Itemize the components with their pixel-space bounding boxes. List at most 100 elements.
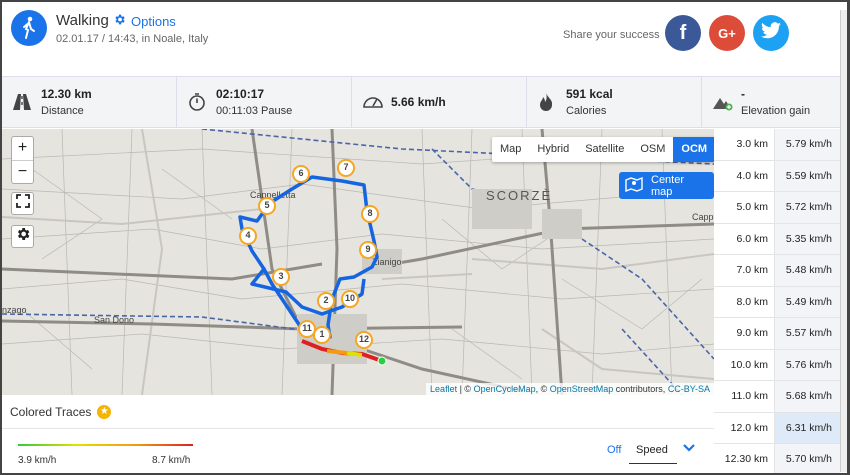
distance-label: Distance	[41, 105, 84, 117]
route-marker[interactable]: 7	[337, 159, 355, 177]
split-speed: 5.49 km/h	[774, 286, 840, 317]
layer-osm[interactable]: OSM	[640, 143, 666, 155]
stat-time: 02:10:17 00:11:03 Pause	[177, 77, 352, 127]
fullscreen-button[interactable]	[11, 192, 34, 215]
place-label: SCORZÈ	[486, 188, 552, 203]
split-row: 10.0 km 5.76 km/h	[714, 349, 840, 381]
split-speed: 5.57 km/h	[774, 318, 840, 349]
split-speed: 5.72 km/h	[774, 192, 840, 223]
activity-title: Walking	[56, 12, 109, 29]
facebook-icon: f	[679, 21, 687, 44]
split-distance: 7.0 km	[736, 264, 768, 276]
speed-value: 5.66 km/h	[391, 95, 446, 109]
walking-icon	[11, 10, 47, 46]
colored-traces-title: Colored Traces	[10, 405, 92, 419]
openstreetmap-link[interactable]: OpenStreetMap	[549, 384, 614, 394]
activity-header: Walking Options 02.01.17 / 14:43, in Noa…	[2, 2, 847, 68]
traces-off-toggle[interactable]: Off	[607, 444, 622, 456]
flame-icon	[537, 92, 557, 112]
split-speed: 5.48 km/h	[774, 255, 840, 286]
splits-table: 3.0 km 5.79 km/h 4.0 km 5.59 km/h 5.0 km 5.72…	[714, 129, 840, 473]
gear-icon	[15, 226, 31, 247]
speed-gradient-legend	[18, 444, 193, 446]
split-row: 11.0 km 5.68 km/h	[714, 381, 840, 413]
page-scrollbar[interactable]	[840, 10, 847, 472]
layer-satellite[interactable]: Satellite	[585, 143, 625, 155]
split-row: 3.0 km 5.79 km/h	[714, 129, 840, 161]
route-marker[interactable]: 8	[361, 205, 379, 223]
trace-metric-select[interactable]: Speed	[629, 440, 677, 464]
route-marker[interactable]: 9	[359, 241, 377, 259]
route-marker[interactable]: 10	[341, 290, 359, 308]
route-marker[interactable]: 6	[292, 165, 310, 183]
split-row: 12.0 km 6.31 km/h	[714, 412, 840, 444]
route-marker[interactable]: 5	[258, 197, 276, 215]
split-distance: 9.0 km	[736, 327, 768, 339]
map-center-icon	[625, 176, 643, 195]
place-label: Cappelletta	[250, 190, 296, 200]
route-end-dot	[377, 356, 387, 366]
license-link[interactable]: CC-BY-SA	[667, 384, 710, 394]
route-marker[interactable]: 12	[355, 331, 373, 349]
split-row: 5.0 km 5.72 km/h	[714, 192, 840, 224]
place-label: Zianigo	[372, 257, 402, 267]
mountain-icon	[712, 92, 733, 112]
gear-icon	[113, 13, 126, 29]
opencyclemap-link[interactable]: OpenCycleMap	[473, 384, 536, 394]
twitter-share-button[interactable]	[753, 15, 789, 51]
share-text: Share your success	[563, 29, 660, 41]
speedometer-icon	[362, 92, 383, 112]
split-distance: 10.0 km	[730, 358, 768, 371]
route-marker[interactable]: 11	[298, 320, 316, 338]
duration-value: 02:10:17	[216, 87, 265, 101]
map-settings-button[interactable]	[11, 225, 34, 248]
facebook-share-button[interactable]: f	[665, 15, 701, 51]
split-row: 12.30 km 5.70 km/h	[714, 444, 840, 473]
split-speed: 5.68 km/h	[774, 381, 840, 412]
gradient-max-label: 8.7 km/h	[152, 455, 191, 466]
split-row: 4.0 km 5.59 km/h	[714, 160, 840, 192]
stat-speed: 5.66 km/h	[352, 77, 527, 127]
twitter-icon	[761, 22, 781, 44]
road-icon	[12, 92, 32, 112]
leaflet-link[interactable]: Leaflet	[430, 384, 458, 394]
route-marker[interactable]: 1	[313, 326, 331, 344]
google-plus-share-button[interactable]: G+	[709, 15, 745, 51]
route-marker[interactable]: 4	[239, 227, 257, 245]
colored-traces-header: Colored Traces ★	[10, 405, 112, 419]
elevation-value: -	[741, 87, 745, 101]
stat-calories: 591 kcal Calories	[527, 77, 702, 127]
layer-map[interactable]: Map	[500, 143, 522, 155]
svg-text:nzago: nzago	[2, 305, 27, 315]
map-tiles: Cappelletta SCORZÈ San Dono Zianigo Capp…	[2, 129, 714, 395]
split-distance: 11.0 km	[731, 390, 768, 402]
fullscreen-icon	[15, 194, 30, 213]
split-speed: 5.70 km/h	[774, 444, 840, 473]
stats-bar: 12.30 km Distance 02:10:17 00:11:03 Paus…	[2, 76, 847, 128]
map-attribution: Leaflet | © OpenCycleMap, © OpenStreetMa…	[426, 383, 714, 395]
zoom-out-button[interactable]: −	[12, 160, 33, 183]
options-link[interactable]: Options	[113, 13, 176, 29]
route-marker[interactable]: 2	[317, 292, 335, 310]
zoom-in-button[interactable]: +	[17, 139, 28, 156]
split-row: 6.0 km 5.35 km/h	[714, 223, 840, 255]
place-label: Cappe	[692, 212, 714, 222]
split-speed: 5.35 km/h	[774, 223, 840, 254]
layer-hybrid[interactable]: Hybrid	[537, 143, 570, 155]
pause-label: 00:11:03 Pause	[216, 105, 293, 117]
chevron-down-icon[interactable]	[682, 441, 696, 460]
activity-datetime-location: 02.01.17 / 14:43, in Noale, Italy	[56, 33, 209, 45]
center-map-button[interactable]: Center map	[619, 172, 714, 199]
stopwatch-icon	[187, 92, 207, 112]
split-distance: 3.0 km	[736, 138, 768, 150]
split-row: 7.0 km 5.48 km/h	[714, 255, 840, 287]
split-speed: 5.76 km/h	[774, 349, 840, 380]
route-map[interactable]: Cappelletta SCORZÈ San Dono Zianigo Capp…	[2, 129, 714, 395]
calories-value: 591 kcal	[566, 87, 613, 101]
route-marker[interactable]: 3	[272, 268, 290, 286]
split-distance: 5.0 km	[736, 201, 768, 213]
split-distance: 8.0 km	[736, 295, 768, 308]
layer-ocm[interactable]: OCM	[673, 137, 714, 162]
split-row: 9.0 km 5.57 km/h	[714, 318, 840, 350]
